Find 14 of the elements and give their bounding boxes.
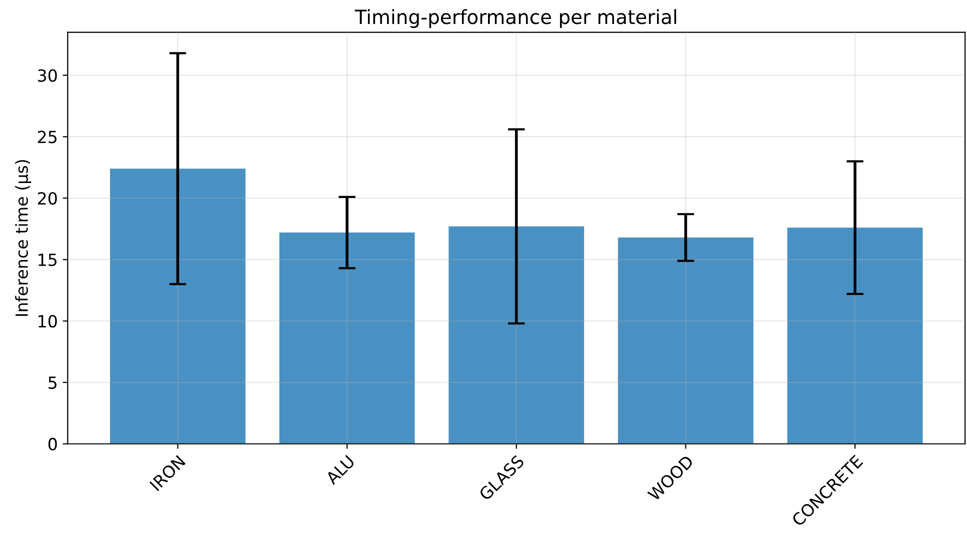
y-axis-title: Inference time (µs) — [15, 160, 32, 316]
y-tick-label: 20 — [38, 192, 57, 205]
bar — [448, 226, 584, 444]
bar — [110, 168, 246, 444]
y-tick-label: 15 — [38, 254, 57, 266]
y-tick-label: 5 — [48, 376, 57, 389]
bar — [787, 228, 923, 444]
y-tick-label: 25 — [38, 130, 57, 144]
bar — [279, 232, 415, 444]
y-tick-label: 0 — [48, 438, 57, 450]
bar — [618, 237, 754, 444]
y-tick-label: 10 — [38, 314, 57, 328]
chart-title: Timing-performance per material — [354, 9, 676, 28]
y-tick-label: 30 — [38, 69, 57, 82]
